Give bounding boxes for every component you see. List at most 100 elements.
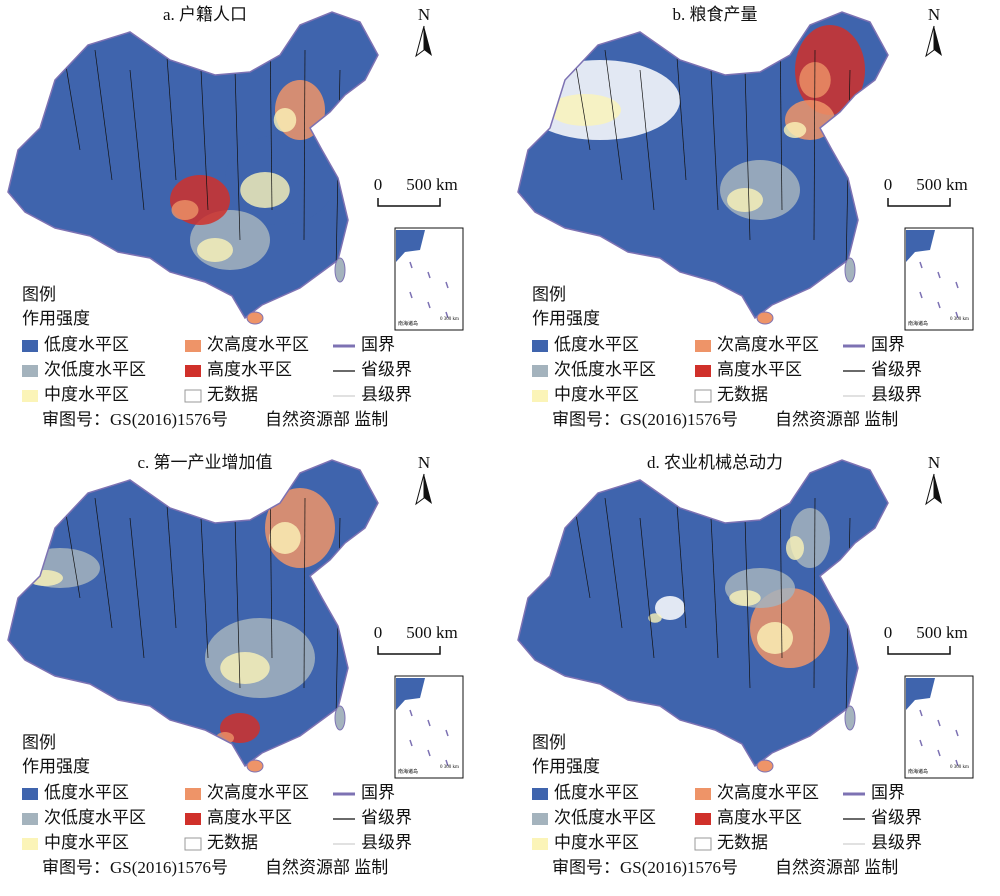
legend-swatch <box>22 340 38 352</box>
inset-label: 南海诸岛 <box>398 768 418 775</box>
supervisor: 自然资源部 监制 <box>775 410 898 429</box>
province-boundary <box>604 49 623 181</box>
province-boundary <box>234 69 241 241</box>
legend-swatch <box>532 365 548 377</box>
inset-boundary <box>445 759 449 767</box>
legend-subheading: 作用强度 <box>532 757 600 776</box>
inset-boundary <box>427 719 431 727</box>
legend-label: 中度水平区 <box>44 833 129 852</box>
inset-scale: 0 300 km <box>950 317 969 322</box>
inset-scale: 0 300 km <box>440 317 459 322</box>
north-arrow <box>415 473 425 506</box>
inset-boundary <box>427 749 431 757</box>
inset-boundary <box>427 271 431 279</box>
legend-subheading: 作用强度 <box>532 309 600 328</box>
legend-label: 县级界 <box>361 833 412 852</box>
legend-swatch <box>695 340 711 352</box>
taiwan <box>844 257 856 283</box>
province-boundary <box>94 497 113 629</box>
region-patch <box>648 613 662 623</box>
legend-label: 低度水平区 <box>44 335 129 354</box>
province-boundary <box>199 497 209 659</box>
legend-swatch <box>694 837 712 851</box>
legend-label: 无数据 <box>207 385 258 404</box>
hainan <box>246 759 264 773</box>
inset-boundary <box>409 709 413 717</box>
scale-label: 500 km <box>916 623 967 642</box>
region-patch <box>655 596 685 620</box>
province-boundary <box>234 517 241 689</box>
legend-swatch <box>22 838 38 850</box>
scale-bar <box>887 646 951 655</box>
province-boundary <box>199 49 209 211</box>
hainan <box>756 311 774 325</box>
legend-label: 省级界 <box>361 808 412 827</box>
approval-number: 审图号：GS(2016)1576号 <box>552 410 738 429</box>
legend-swatch <box>185 813 201 825</box>
legend-label: 县级界 <box>361 385 412 404</box>
inset-boundary <box>919 261 923 269</box>
north-arrow <box>934 474 942 504</box>
legend-label: 国界 <box>871 783 905 802</box>
supervisor: 自然资源部 监制 <box>775 858 898 877</box>
region-patch <box>220 652 270 684</box>
scale-zero: 0 <box>884 175 893 194</box>
inset-scale: 0 300 km <box>440 765 459 770</box>
north-arrow <box>415 25 425 58</box>
regions <box>569 477 851 719</box>
province-boundary <box>709 497 719 659</box>
legend-swatch <box>22 365 38 377</box>
region-patch <box>273 108 297 132</box>
legend-swatch <box>185 788 201 800</box>
inset-boundary <box>409 291 413 299</box>
legend-swatch <box>184 389 202 403</box>
legend-heading: 图例 <box>22 733 56 752</box>
region-patch <box>240 172 290 208</box>
legend-swatch <box>694 389 712 403</box>
inset-boundary <box>409 261 413 269</box>
legend-swatch <box>22 788 38 800</box>
approval-number: 审图号：GS(2016)1576号 <box>42 410 228 429</box>
inset-coast <box>396 230 425 262</box>
legend-label: 国界 <box>361 783 395 802</box>
region-patch <box>549 94 621 126</box>
legend-label: 次低度水平区 <box>554 808 656 827</box>
province-boundary <box>744 517 751 689</box>
inset-boundary <box>445 281 449 289</box>
legend-label: 次高度水平区 <box>207 783 309 802</box>
inset-label: 南海诸岛 <box>908 768 928 775</box>
inset-coast <box>906 678 935 710</box>
legend-heading: 图例 <box>22 285 56 304</box>
legend-subheading: 作用强度 <box>22 757 90 776</box>
legend-label: 高度水平区 <box>207 360 292 379</box>
legend-label: 次高度水平区 <box>717 783 819 802</box>
province-boundary <box>303 497 306 689</box>
legend-swatch <box>695 813 711 825</box>
legend-swatch <box>184 837 202 851</box>
legend-label: 省级界 <box>871 360 922 379</box>
north-label: N <box>418 453 430 472</box>
inset-boundary <box>955 311 959 319</box>
inset-label: 南海诸岛 <box>398 320 418 327</box>
legend-swatch <box>532 813 548 825</box>
scale-label: 500 km <box>916 175 967 194</box>
scale-label: 500 km <box>406 175 457 194</box>
region-patch <box>197 238 233 262</box>
province-boundary <box>303 49 306 241</box>
scale-zero: 0 <box>884 623 893 642</box>
inset-boundary <box>937 301 941 309</box>
legend-label: 中度水平区 <box>554 385 639 404</box>
legend-label: 无数据 <box>717 833 768 852</box>
region-patch <box>727 188 763 212</box>
legend-swatch <box>695 365 711 377</box>
north-arrow <box>934 26 942 56</box>
panel-title: a. 户籍人口 <box>163 5 247 24</box>
inset-boundary <box>937 719 941 727</box>
region-patch <box>720 160 800 220</box>
region-patch <box>729 590 761 606</box>
legend-subheading: 作用强度 <box>22 309 90 328</box>
scale-label: 500 km <box>406 623 457 642</box>
legend-swatch <box>532 390 548 402</box>
legend-swatch <box>532 788 548 800</box>
